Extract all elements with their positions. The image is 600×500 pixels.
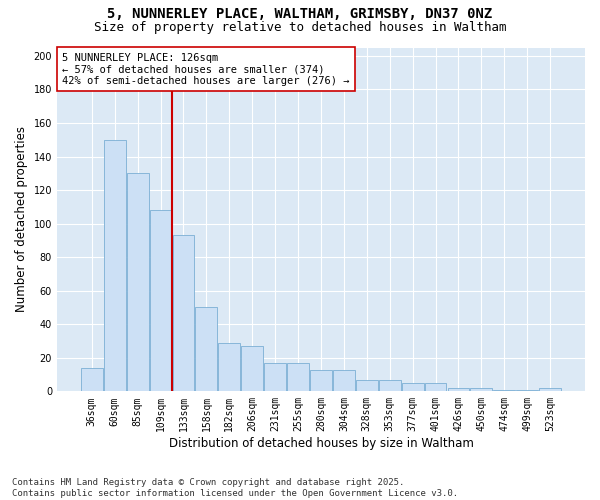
Bar: [149, 210, 172, 392]
Text: 5 NUNNERLEY PLACE: 126sqm
← 57% of detached houses are smaller (374)
42% of semi: 5 NUNNERLEY PLACE: 126sqm ← 57% of detac…: [62, 52, 350, 86]
Bar: [264, 363, 286, 392]
X-axis label: Distribution of detached houses by size in Waltham: Distribution of detached houses by size …: [169, 437, 473, 450]
Bar: [517, 390, 538, 392]
Bar: [402, 383, 424, 392]
Bar: [356, 380, 377, 392]
Bar: [173, 236, 194, 392]
Bar: [241, 346, 263, 392]
Bar: [493, 390, 515, 392]
Bar: [81, 368, 103, 392]
Bar: [425, 383, 446, 392]
Bar: [379, 380, 401, 392]
Y-axis label: Number of detached properties: Number of detached properties: [15, 126, 28, 312]
Bar: [218, 342, 240, 392]
Text: 5, NUNNERLEY PLACE, WALTHAM, GRIMSBY, DN37 0NZ: 5, NUNNERLEY PLACE, WALTHAM, GRIMSBY, DN…: [107, 8, 493, 22]
Bar: [333, 370, 355, 392]
Bar: [196, 308, 217, 392]
Bar: [310, 370, 332, 392]
Bar: [448, 388, 469, 392]
Text: Contains HM Land Registry data © Crown copyright and database right 2025.
Contai: Contains HM Land Registry data © Crown c…: [12, 478, 458, 498]
Bar: [470, 388, 492, 392]
Bar: [287, 363, 309, 392]
Text: Size of property relative to detached houses in Waltham: Size of property relative to detached ho…: [94, 21, 506, 34]
Bar: [127, 174, 149, 392]
Bar: [539, 388, 561, 392]
Bar: [104, 140, 125, 392]
